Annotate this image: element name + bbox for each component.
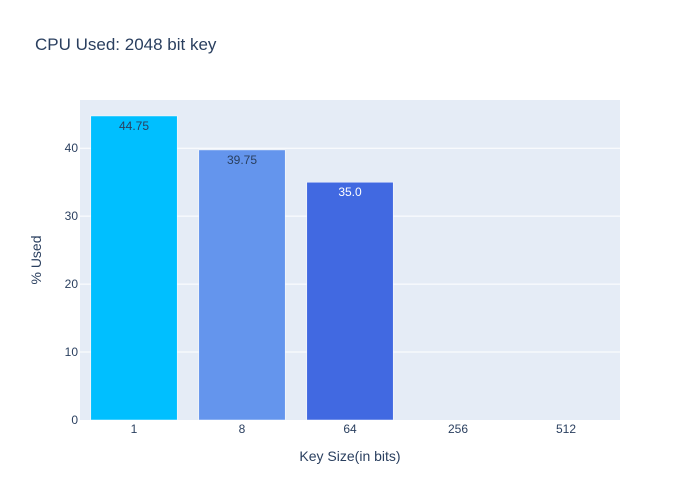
y-axis-title: % Used	[28, 235, 44, 284]
data-label-1: 44.75	[119, 119, 149, 133]
bar-64[interactable]	[306, 181, 394, 421]
y-tick-label: 0	[71, 413, 78, 427]
x-tick-label: 64	[343, 422, 357, 436]
x-tick-label: 8	[239, 422, 246, 436]
data-label-8: 39.75	[227, 153, 257, 167]
x-tick-label: 256	[448, 422, 468, 436]
bar-1[interactable]	[90, 115, 178, 421]
data-labels: 44.75 39.75 35.0	[119, 119, 362, 199]
x-tick-label: 1	[131, 422, 138, 436]
y-tick-label: 20	[65, 277, 79, 291]
y-axis-ticks: 0 10 20 30 40	[65, 141, 79, 427]
bar-8[interactable]	[198, 149, 286, 421]
x-axis-title: Key Size(in bits)	[299, 448, 400, 464]
y-tick-label: 10	[65, 345, 79, 359]
y-tick-label: 40	[65, 141, 79, 155]
data-label-64: 35.0	[338, 185, 362, 199]
bars	[90, 115, 394, 421]
x-tick-label: 512	[556, 422, 576, 436]
x-axis-ticks: 1 8 64 256 512	[131, 422, 577, 436]
chart-title: CPU Used: 2048 bit key	[35, 35, 217, 54]
y-tick-label: 30	[65, 209, 79, 223]
